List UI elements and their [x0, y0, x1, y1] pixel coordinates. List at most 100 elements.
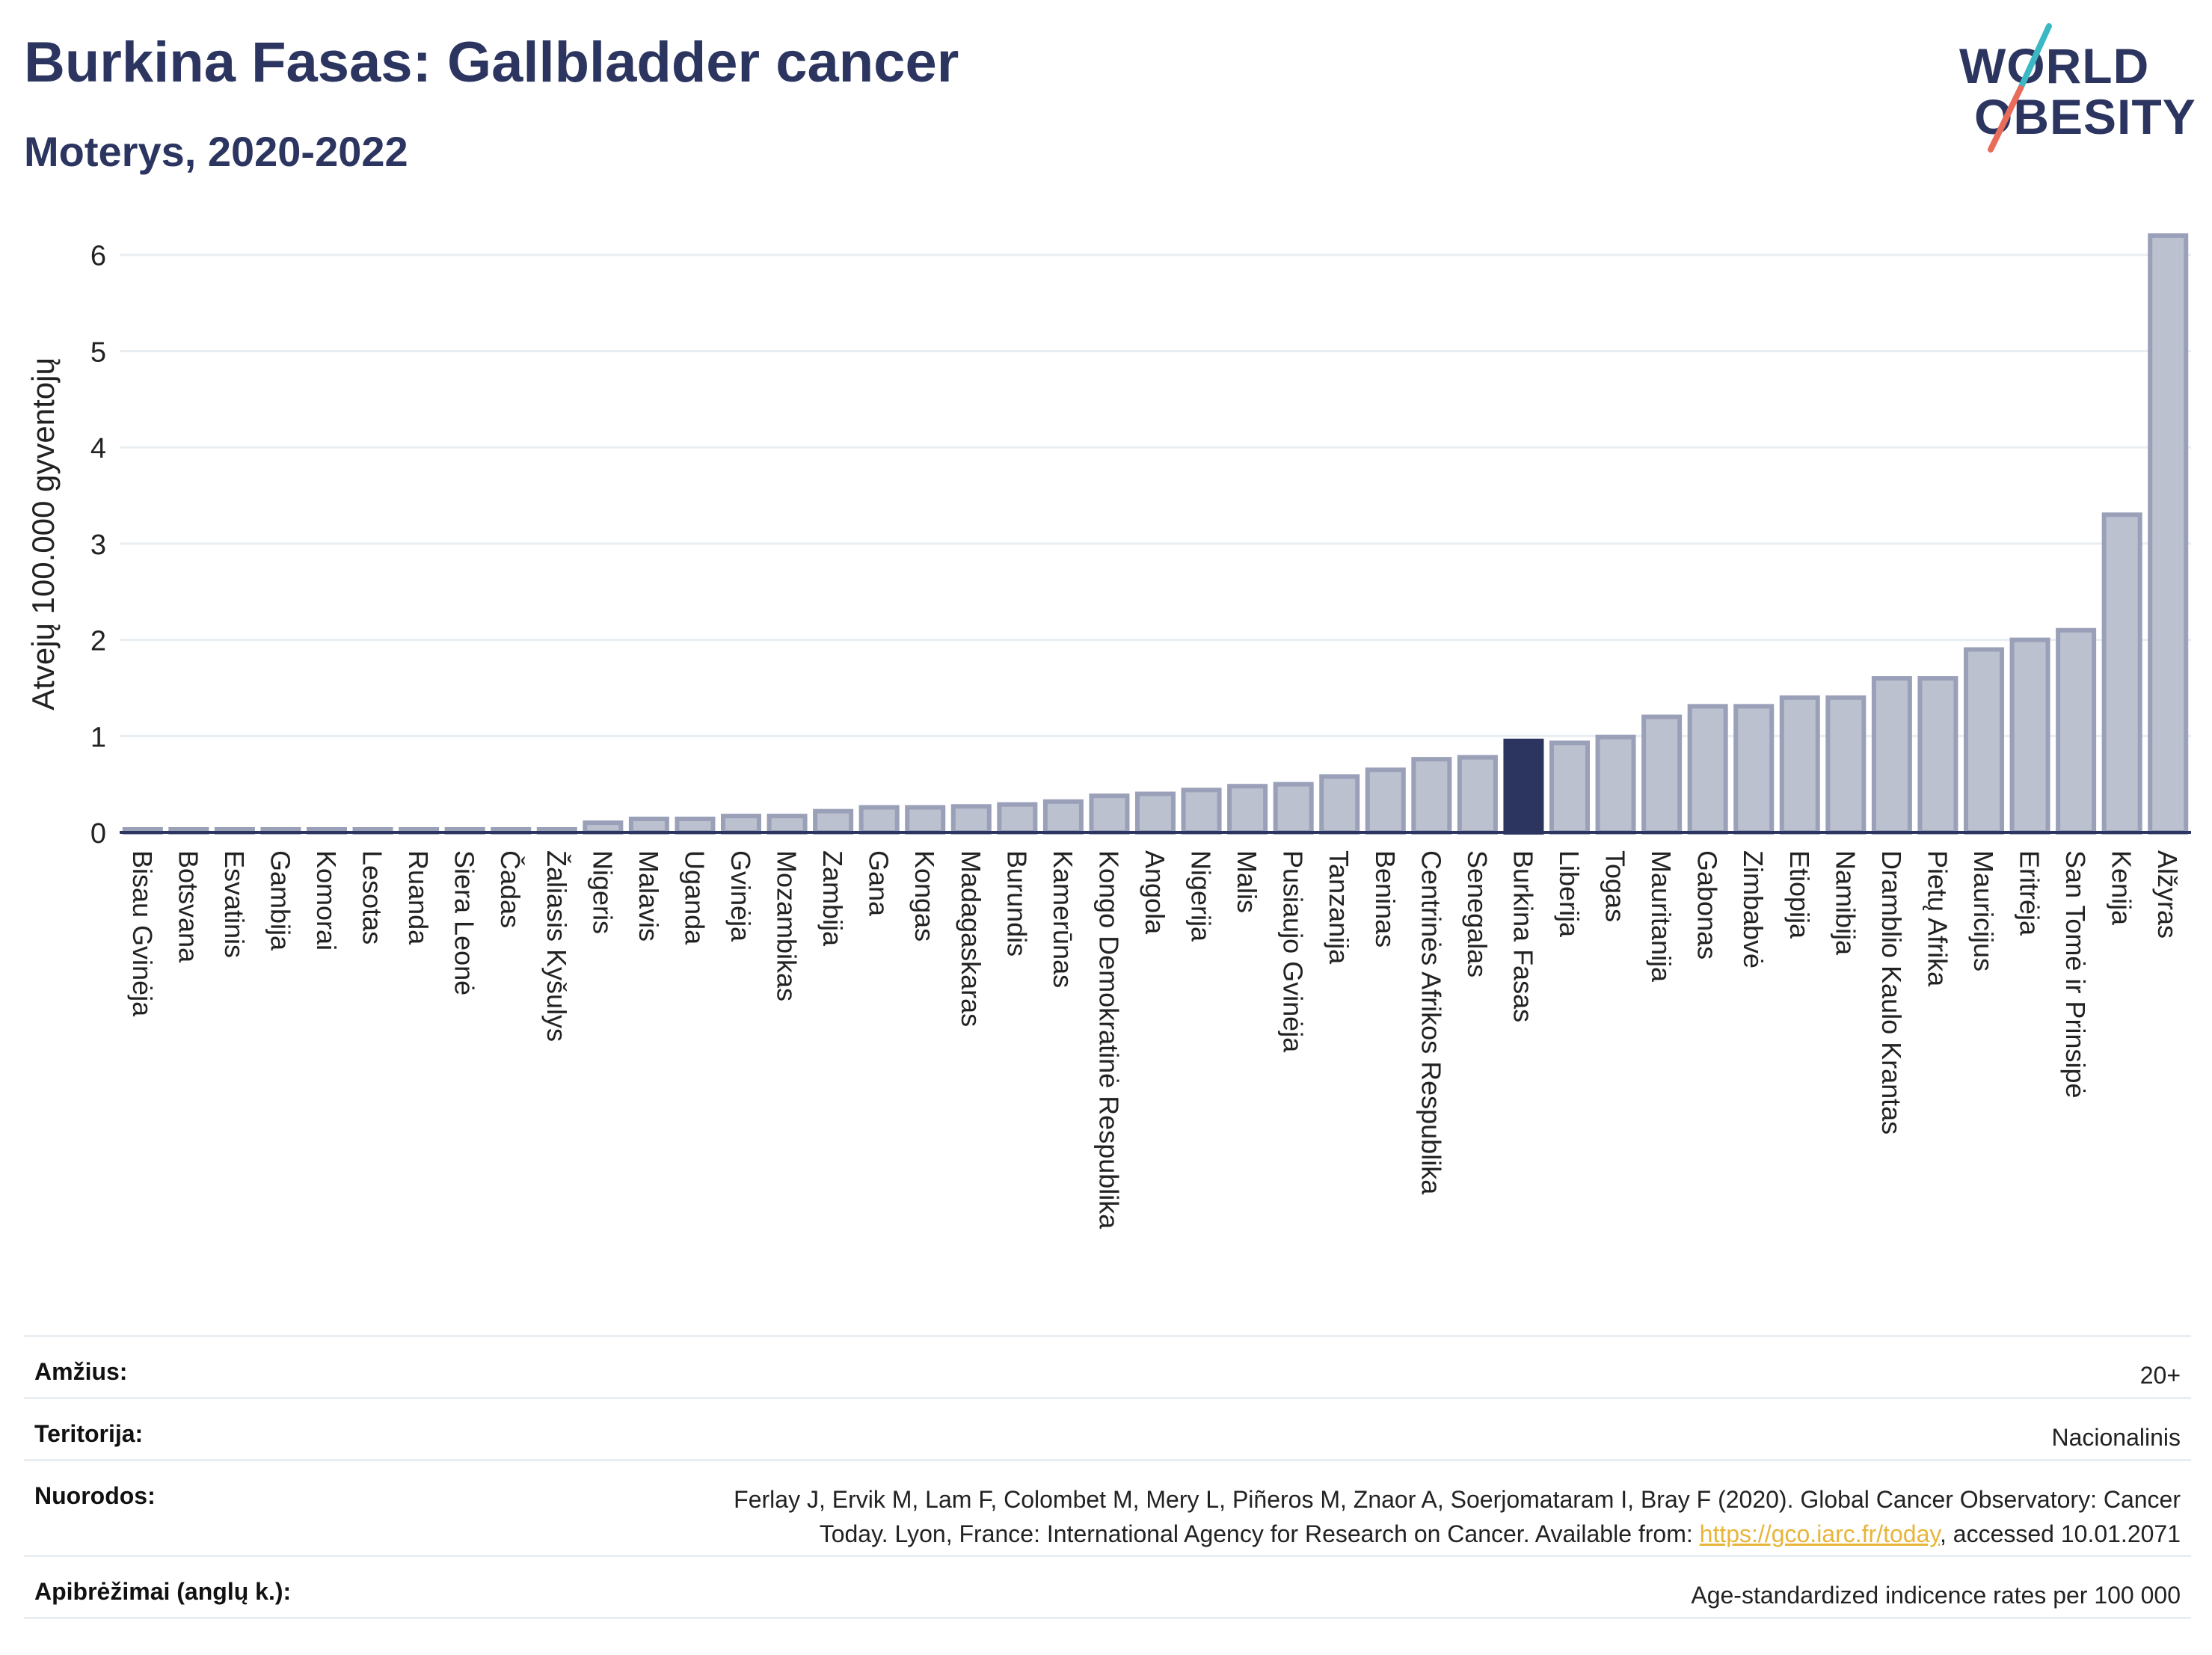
bar	[1457, 755, 1498, 835]
territory-label: Teritorija:	[34, 1420, 144, 1447]
logo-slash-icon	[1988, 23, 2052, 153]
bar	[1871, 676, 1912, 835]
bar	[675, 816, 716, 835]
references-label: Nuorodos:	[34, 1482, 156, 1509]
bar	[1825, 695, 1867, 835]
x-tick-label: Togas	[1600, 850, 1631, 922]
x-tick-label: Mauritanija	[1646, 850, 1677, 983]
x-tick-label: Kongas	[909, 850, 940, 942]
x-tick-label: Burundis	[1001, 850, 1032, 957]
x-tick-label: Pietų Afrika	[1922, 850, 1953, 987]
x-tick-label: Malavis	[633, 850, 664, 942]
bar-chart: 0 1 2 3 4 5 6 Atvejų 100.000 gyventojų Bisau Gvi…	[25, 233, 2191, 1229]
bar	[1227, 784, 1268, 835]
y-tick-label: 3	[90, 529, 106, 561]
x-tick-label: Zambija	[817, 850, 848, 947]
y-tick-label: 4	[90, 433, 106, 464]
x-tick-label: Siera Leonė	[449, 850, 480, 995]
footer-row-references: Nuorodos: Ferlay J, Ervik M, Lam F, Colo…	[24, 1459, 2191, 1555]
y-tick-label: 6	[90, 241, 106, 272]
x-tick-label: Uganda	[679, 850, 710, 945]
x-tick-label: Bisau Gvinėja	[127, 850, 158, 1017]
bar	[858, 805, 900, 835]
references-text-1: Ferlay J, Ervik M, Lam F, Colombet M, Me…	[734, 1486, 2181, 1513]
x-tick-label: Esvatinis	[219, 850, 250, 958]
references-text-2: Today. Lyon, France: International Agenc…	[819, 1520, 1700, 1547]
definitions-value: Age-standardized indicence rates per 100…	[1691, 1582, 2181, 1609]
bar	[997, 802, 1038, 835]
x-tick-label: Tanzanija	[1324, 850, 1354, 965]
y-tick-label: 0	[90, 818, 106, 850]
x-tick-label: Kongo Demokratinė Respublika	[1093, 850, 1124, 1229]
x-tick-label: Lesotas	[357, 850, 388, 945]
x-tick-label: Čadas	[495, 850, 526, 928]
x-tick-label: Mozambikas	[772, 850, 802, 1001]
bar	[1411, 757, 1452, 835]
bar	[1365, 767, 1406, 835]
bar	[905, 805, 946, 835]
x-tick-label: Mauricijus	[1968, 850, 1999, 971]
x-tick-label: Malis	[1232, 850, 1262, 913]
bar	[1595, 734, 1636, 835]
age-value: 20+	[2139, 1362, 2181, 1389]
bar	[628, 816, 669, 835]
footer-row-territory: Teritorija: Nacionalinis	[24, 1397, 2191, 1459]
x-tick-label: Botsvana	[173, 850, 203, 963]
x-tick-label: Etiopija	[1784, 850, 1815, 939]
references-link[interactable]: https://gco.iarc.fr/today	[1699, 1520, 1940, 1547]
bar	[1503, 738, 1544, 835]
world-obesity-logo: WORLD OBESITY	[1944, 22, 2199, 157]
bar	[950, 804, 992, 835]
chart-subtitle: Moterys, 2020-2022	[24, 128, 408, 175]
references-text-3: , accessed 10.01.2071	[1939, 1520, 2181, 1547]
bar	[2148, 233, 2189, 835]
bar	[2009, 637, 2050, 835]
bar	[2056, 627, 2097, 835]
x-tick-label: Pusiaujo Gvinėja	[1278, 850, 1309, 1053]
chart-title: Burkina Fasas: Gallbladder cancer	[24, 31, 959, 94]
bar	[1181, 787, 1222, 835]
bar	[1779, 695, 1820, 835]
territory-value: Nacionalinis	[2051, 1424, 2181, 1451]
bar	[813, 808, 854, 835]
x-tick-label: Žaliasis Kyšulys	[541, 850, 572, 1042]
logo-text-world: WORLD	[1959, 38, 2150, 93]
x-tick-label: Eritrėja	[2015, 850, 2045, 936]
x-tick-label: Gana	[864, 850, 894, 917]
footer-row-definitions: Apibrėžimai (anglų k.): Age-standardized…	[24, 1555, 2191, 1619]
x-tick-label: Kamerūnas	[1048, 850, 1078, 988]
footer-row-age: Amžius: 20+	[24, 1335, 2191, 1397]
bar	[1687, 704, 1728, 835]
x-tick-label: Kenija	[2107, 850, 2137, 926]
bar	[766, 814, 808, 835]
bar	[1319, 774, 1360, 835]
x-tick-label: Dramblio Kaulo Krantas	[1876, 850, 1907, 1134]
x-tick-label: Zimbabvė	[1738, 850, 1769, 968]
references-value: Ferlay J, Ervik M, Lam F, Colombet M, Me…	[535, 1482, 2181, 1551]
bar	[720, 814, 762, 835]
bar	[1134, 791, 1176, 835]
bar	[1733, 704, 1775, 835]
definitions-label: Apibrėžimai (anglų k.):	[34, 1578, 292, 1605]
bar	[1549, 740, 1591, 835]
x-tick-label: Centrinės Afrikos Respublika	[1416, 850, 1446, 1195]
x-tick-label: Nigerija	[1186, 850, 1217, 942]
y-axis-label: Atvejų 100.000 gyventojų	[25, 357, 61, 710]
bar	[1917, 676, 1958, 835]
bar	[1963, 647, 2005, 835]
bar	[1042, 799, 1084, 835]
age-label: Amžius:	[34, 1358, 128, 1385]
x-tick-label: Alžyras	[2152, 850, 2183, 939]
bar	[1089, 793, 1130, 835]
x-tick-label: Komorai	[311, 850, 342, 951]
x-tick-label: Gvinėja	[725, 850, 756, 942]
x-tick-label: San Tomė ir Prinsipė	[2060, 850, 2091, 1099]
x-tick-label: Namibija	[1830, 850, 1861, 956]
bar	[1641, 714, 1683, 835]
y-tick-label: 1	[90, 722, 106, 753]
x-tick-label: Senegalas	[1462, 850, 1493, 977]
x-tick-label: Liberija	[1554, 850, 1585, 938]
x-tick-label: Gabonas	[1692, 850, 1723, 959]
y-tick-label: 2	[90, 626, 106, 657]
x-tick-label: Burkina Fasas	[1508, 850, 1538, 1022]
